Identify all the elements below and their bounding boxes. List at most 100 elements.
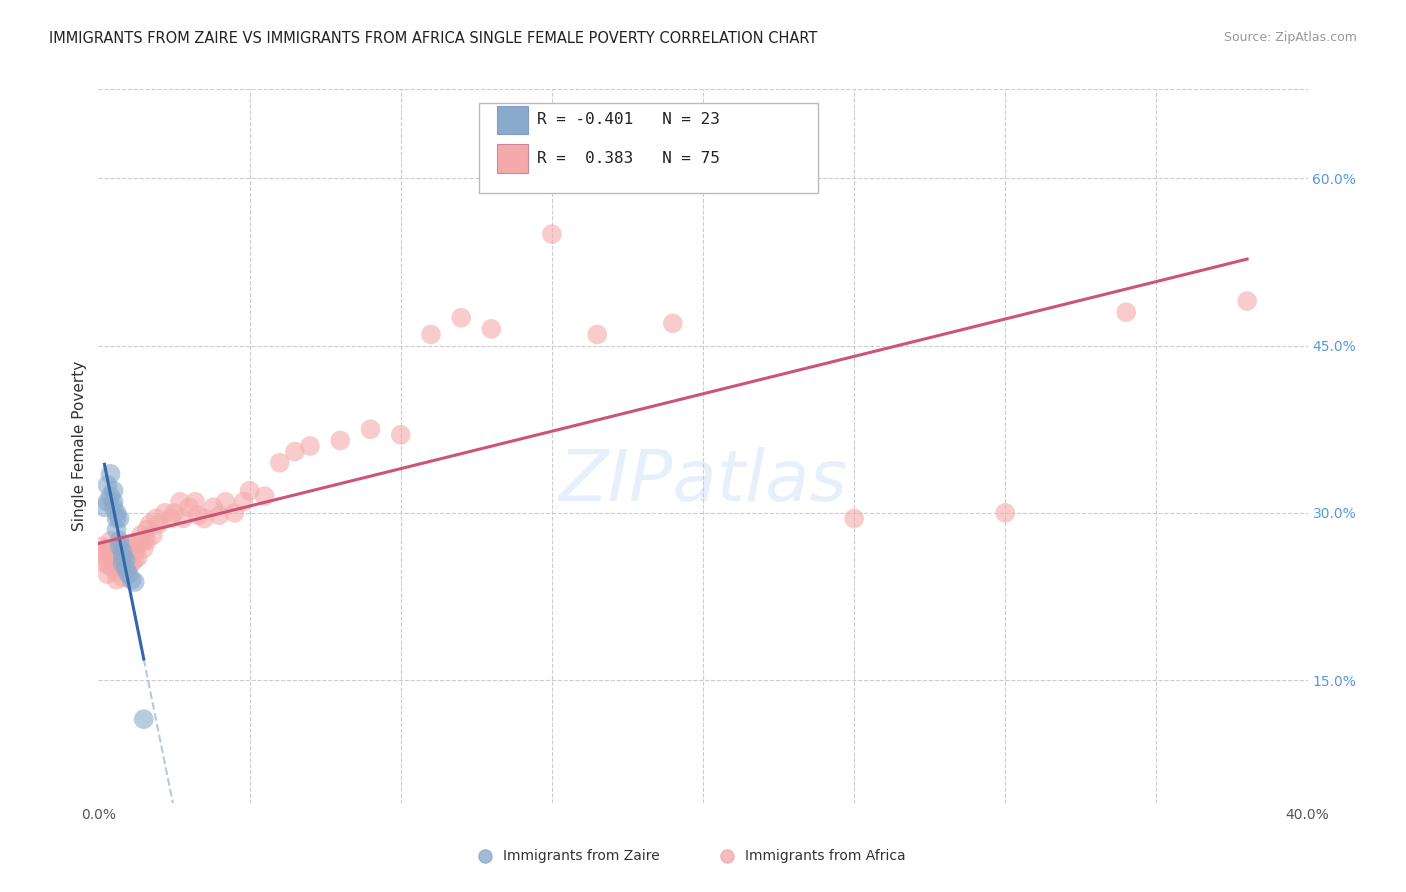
Point [111, 556, 134, 570]
Point [96, 550, 118, 565]
Point [111, 545, 134, 559]
Point [239, 483, 262, 498]
Text: Immigrants from Africa: Immigrants from Africa [745, 849, 905, 863]
Point [105, 511, 128, 525]
Point [208, 508, 231, 523]
Point [135, 533, 157, 548]
Text: Source: ZipAtlas.com: Source: ZipAtlas.com [1223, 31, 1357, 45]
Point [139, 517, 162, 532]
Point [179, 500, 201, 515]
Point [481, 322, 503, 336]
Point [129, 528, 152, 542]
Point [93, 545, 115, 559]
Point [103, 552, 125, 567]
Point [103, 494, 125, 508]
Point [124, 552, 146, 567]
Point [450, 310, 472, 325]
Point [132, 712, 155, 726]
Point [420, 327, 443, 342]
Point [108, 533, 131, 548]
Point [124, 545, 146, 559]
Point [114, 550, 136, 565]
Point [103, 483, 125, 498]
Text: R = -0.401   N = 23: R = -0.401 N = 23 [537, 112, 720, 128]
Point [114, 552, 136, 567]
Point [299, 439, 322, 453]
Point [103, 562, 125, 576]
Point [121, 539, 143, 553]
Point [111, 556, 134, 570]
Point [96, 478, 118, 492]
Point [284, 444, 307, 458]
Text: R =  0.383   N = 75: R = 0.383 N = 75 [537, 151, 720, 166]
Text: IMMIGRANTS FROM ZAIRE VS IMMIGRANTS FROM AFRICA SINGLE FEMALE POVERTY CORRELATIO: IMMIGRANTS FROM ZAIRE VS IMMIGRANTS FROM… [49, 31, 817, 46]
Point [100, 533, 122, 548]
Point [124, 574, 146, 589]
Point [93, 556, 115, 570]
Point [121, 556, 143, 570]
Point [844, 511, 866, 525]
Point [214, 494, 236, 508]
Point [329, 434, 352, 448]
Point [232, 494, 254, 508]
Point [586, 327, 609, 342]
Point [142, 528, 165, 542]
Point [100, 559, 122, 574]
Point [96, 494, 118, 508]
Point [96, 541, 118, 556]
Point [108, 556, 131, 570]
Point [114, 562, 136, 576]
Point [145, 511, 167, 525]
Point [132, 533, 155, 548]
Point [269, 456, 291, 470]
Point [1115, 305, 1137, 319]
Point [118, 541, 141, 556]
Point [118, 567, 141, 582]
Point [224, 506, 246, 520]
Point [108, 539, 131, 553]
Point [127, 537, 149, 551]
Point [103, 500, 125, 515]
Point [111, 545, 134, 559]
Point [103, 545, 125, 559]
Point [114, 562, 136, 576]
Point [127, 550, 149, 565]
Point [108, 541, 131, 556]
Point [90, 539, 112, 553]
Point [661, 316, 683, 330]
Point [163, 506, 186, 520]
Point [187, 508, 209, 523]
Text: ZIPatlas: ZIPatlas [558, 447, 848, 516]
Point [105, 506, 128, 520]
Point [105, 573, 128, 587]
Y-axis label: Single Female Poverty: Single Female Poverty [72, 361, 87, 531]
Point [184, 494, 207, 508]
Point [100, 550, 122, 565]
Point [100, 489, 122, 503]
Text: Immigrants from Zaire: Immigrants from Zaire [503, 849, 661, 863]
Point [202, 500, 225, 515]
Point [111, 571, 134, 585]
Point [540, 227, 562, 241]
Bar [498, 105, 527, 134]
Point [93, 500, 115, 515]
Point [118, 559, 141, 574]
Point [108, 548, 131, 563]
Point [1236, 293, 1258, 308]
Point [360, 422, 382, 436]
Point [105, 552, 128, 567]
Point [193, 511, 215, 525]
Point [160, 511, 183, 525]
Point [172, 511, 194, 525]
Point [153, 506, 176, 520]
Point [121, 573, 143, 587]
Point [148, 517, 170, 532]
Point [96, 567, 118, 582]
Point [118, 550, 141, 565]
Point [169, 494, 191, 508]
Point [253, 489, 276, 503]
Point [132, 541, 155, 556]
Bar [498, 145, 527, 173]
Point [135, 523, 157, 537]
Point [111, 550, 134, 565]
